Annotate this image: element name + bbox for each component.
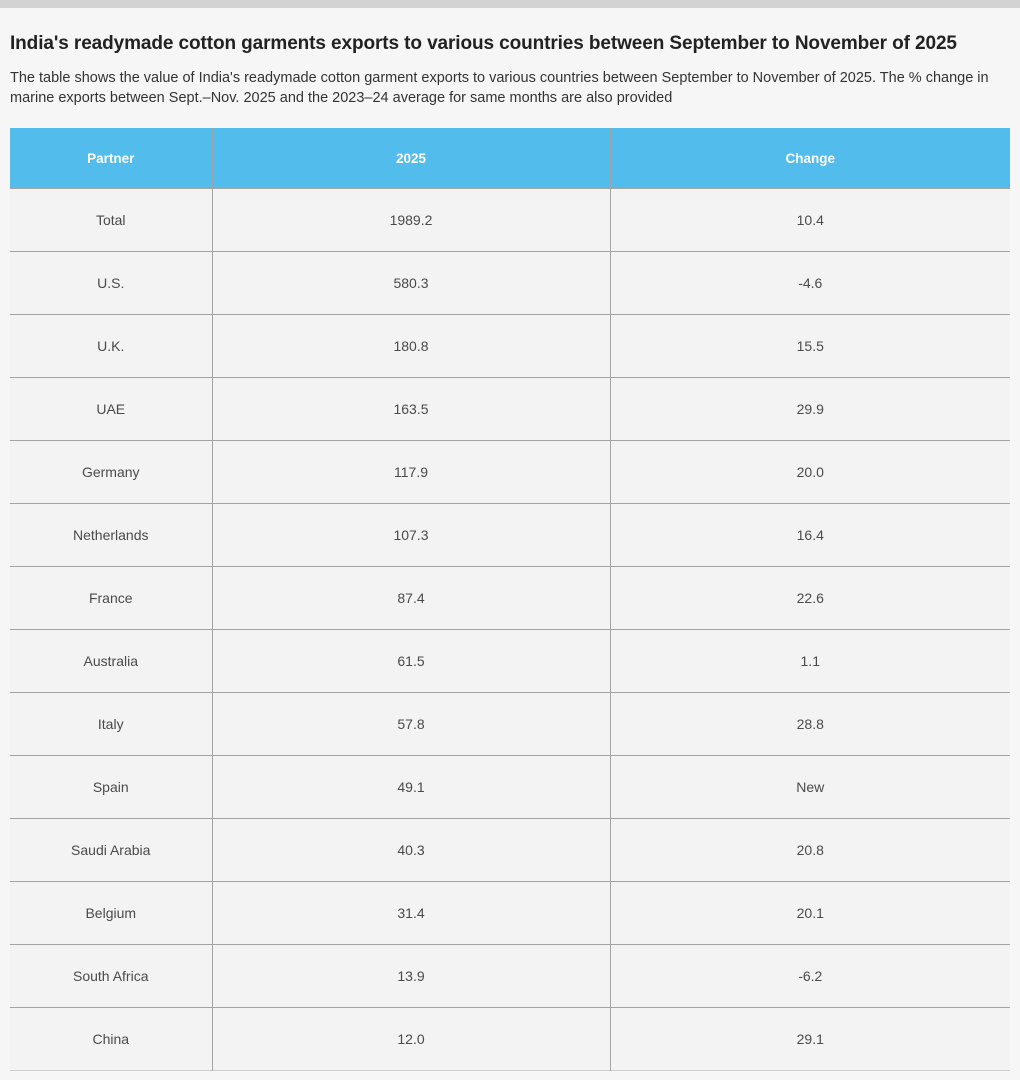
value-2025-cell: 31.4 [211,881,610,945]
partner-cell: France [10,566,212,630]
partner-cell: Spain [10,755,212,819]
change-cell: 20.8 [609,818,1010,882]
content-area: India's readymade cotton garments export… [0,8,1020,1071]
table-row: U.S. 580.3 -4.6 [10,251,1010,315]
table-row: Belgium 31.4 20.1 [10,881,1010,945]
header-row: Partner 2025 Change [10,128,1010,189]
change-cell: 10.4 [609,188,1010,252]
value-2025-cell: 49.1 [211,755,610,819]
change-cell: 28.8 [609,692,1010,756]
value-2025-cell: 57.8 [211,692,610,756]
partner-cell: Saudi Arabia [10,818,212,882]
change-cell: 20.0 [609,440,1010,504]
partner-cell: China [10,1007,212,1071]
change-cell: -4.6 [609,251,1010,315]
change-cell: New [609,755,1010,819]
value-2025-cell: 117.9 [211,440,610,504]
value-2025-cell: 13.9 [211,944,610,1008]
change-cell: 29.1 [609,1007,1010,1071]
table-row: Spain 49.1 New [10,755,1010,819]
table-row: U.K. 180.8 15.5 [10,314,1010,378]
table-row: Italy 57.8 28.8 [10,692,1010,756]
change-cell: 29.9 [609,377,1010,441]
table-body: Total 1989.2 10.4 U.S. 580.3 -4.6 U.K. 180.8 15.… [10,188,1010,1071]
value-2025-cell: 107.3 [211,503,610,567]
table-row: South Africa 13.9 -6.2 [10,944,1010,1008]
page-description: The table shows the value of India's rea… [10,70,989,106]
value-2025-cell: 61.5 [211,629,610,693]
change-cell: 15.5 [609,314,1010,378]
table-row: Total 1989.2 10.4 [10,188,1010,252]
page-title: India's readymade cotton garments export… [10,33,957,54]
value-2025-cell: 580.3 [211,251,610,315]
table-row: Netherlands 107.3 16.4 [10,503,1010,567]
partner-cell: Germany [10,440,212,504]
table-row: Germany 117.9 20.0 [10,440,1010,504]
partner-cell: Australia [10,629,212,693]
table-header: Partner 2025 Change [10,128,1010,189]
partner-cell: South Africa [10,944,212,1008]
change-cell: 1.1 [609,629,1010,693]
table-row: Australia 61.5 1.1 [10,629,1010,693]
value-2025-cell: 163.5 [211,377,610,441]
partner-cell: U.K. [10,314,212,378]
value-2025-cell: 87.4 [211,566,610,630]
change-cell: 20.1 [609,881,1010,945]
value-2025-cell: 12.0 [211,1007,610,1071]
column-header-partner: Partner [10,128,212,189]
value-2025-cell: 40.3 [211,818,610,882]
table-row: France 87.4 22.6 [10,566,1010,630]
change-cell: -6.2 [609,944,1010,1008]
column-header-2025: 2025 [211,128,610,189]
value-2025-cell: 180.8 [211,314,610,378]
partner-cell: Italy [10,692,212,756]
partner-cell: U.S. [10,251,212,315]
partner-cell: Total [10,188,212,252]
partner-cell: Netherlands [10,503,212,567]
column-header-change: Change [609,128,1010,189]
table-row: UAE 163.5 29.9 [10,377,1010,441]
partner-cell: Belgium [10,881,212,945]
table-row: China 12.0 29.1 [10,1007,1010,1071]
change-cell: 16.4 [609,503,1010,567]
partner-cell: UAE [10,377,212,441]
table-row: Saudi Arabia 40.3 20.8 [10,818,1010,882]
value-2025-cell: 1989.2 [211,188,610,252]
top-bar [0,0,1020,8]
exports-table: Partner 2025 Change Total 1989.2 10.4 U.S. 5… [10,128,1010,1071]
change-cell: 22.6 [609,566,1010,630]
